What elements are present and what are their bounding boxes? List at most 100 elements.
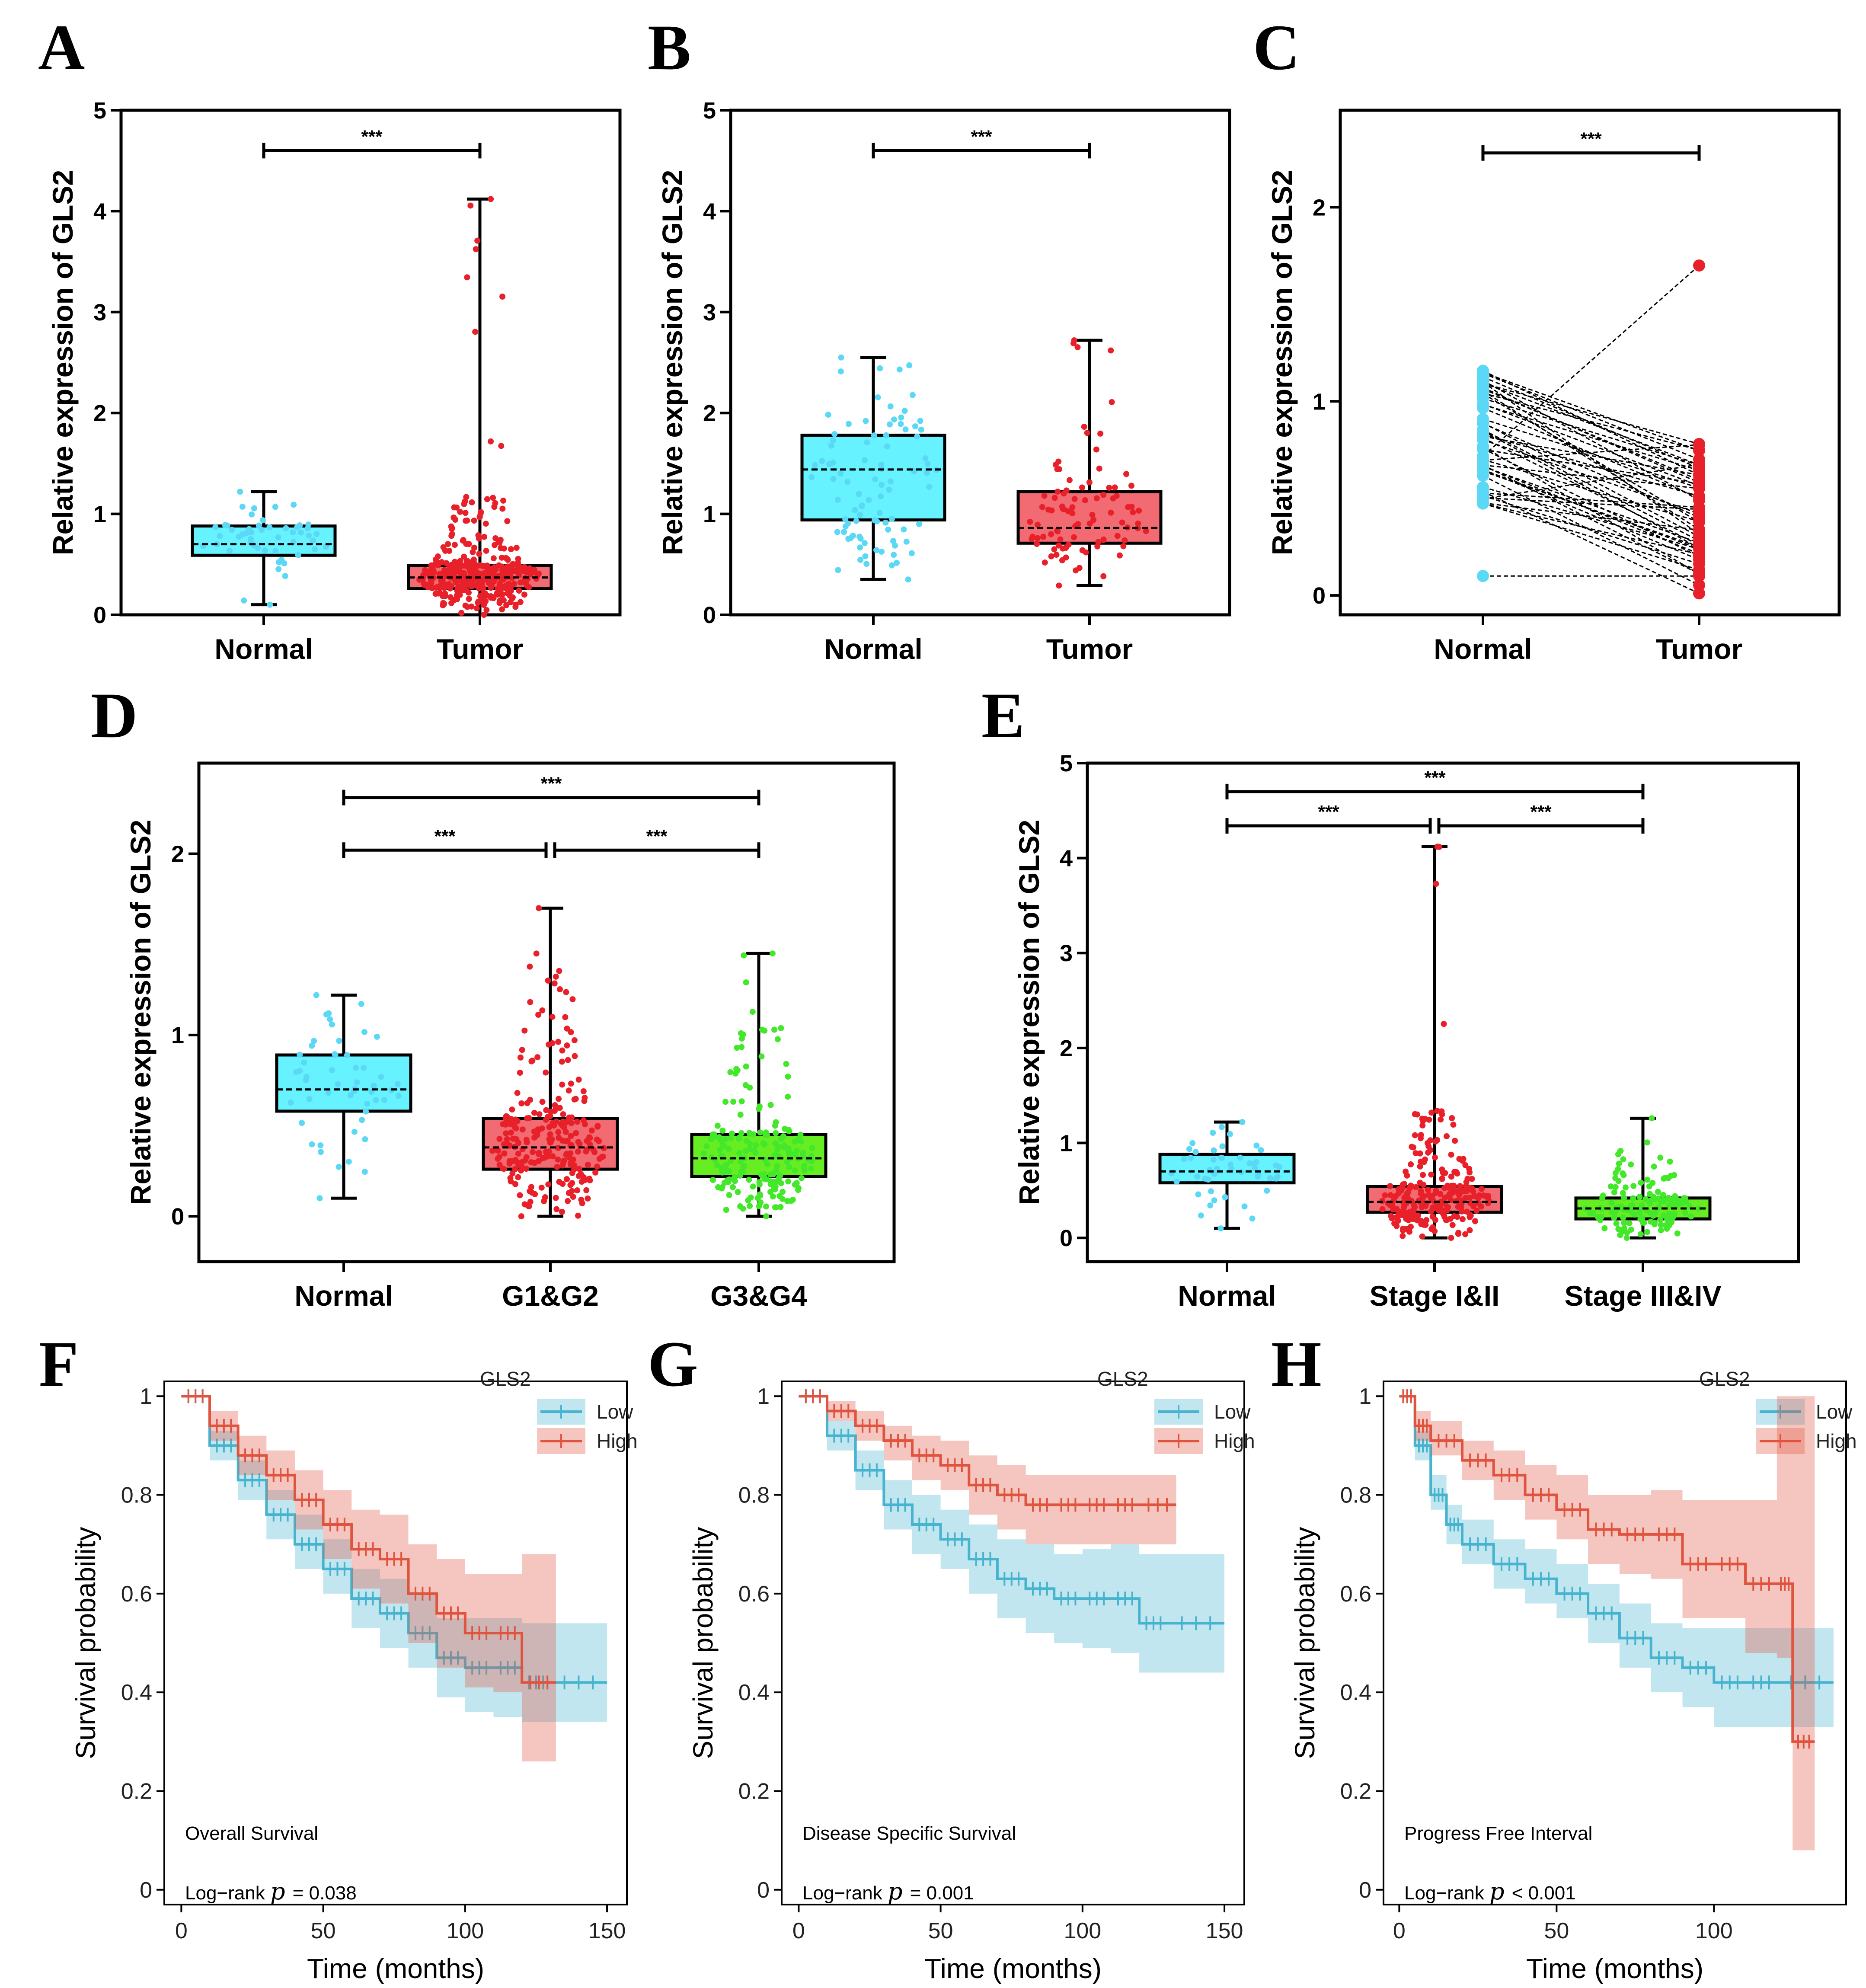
data-point	[1646, 1183, 1652, 1190]
data-point	[785, 1074, 791, 1080]
data-point	[835, 567, 841, 573]
data-point	[496, 1162, 503, 1168]
data-point	[1222, 1194, 1228, 1201]
data-point	[1629, 1202, 1636, 1208]
data-point	[1403, 1168, 1409, 1175]
data-point	[283, 525, 289, 531]
data-point	[1617, 1232, 1623, 1238]
data-point	[1059, 503, 1065, 510]
data-point	[474, 237, 481, 244]
data-point	[569, 1188, 575, 1194]
data-point	[1079, 484, 1085, 491]
data-point	[1096, 465, 1102, 472]
data-point	[536, 1127, 542, 1133]
data-point	[908, 550, 915, 556]
box-group-stage-i-ii	[1366, 844, 1503, 1241]
data-point	[746, 1176, 752, 1183]
data-point	[539, 1007, 546, 1013]
data-point	[288, 1099, 294, 1106]
data-point	[859, 503, 865, 509]
data-point	[780, 1189, 786, 1195]
data-point	[361, 1029, 367, 1035]
data-point	[454, 504, 460, 511]
data-point	[449, 524, 455, 531]
data-point	[902, 426, 909, 433]
data-point	[472, 329, 479, 335]
data-point	[914, 433, 920, 440]
data-point	[1693, 469, 1705, 481]
data-point	[887, 403, 894, 410]
data-point	[778, 1025, 784, 1031]
y-tick-label: 2	[171, 841, 184, 867]
data-point	[773, 1204, 780, 1211]
data-point	[566, 1115, 572, 1121]
data-point	[770, 1171, 776, 1177]
data-point	[304, 525, 311, 532]
data-point	[1611, 1189, 1617, 1195]
data-point	[291, 502, 297, 508]
legend-title: GLS2	[1097, 1368, 1148, 1390]
data-point	[524, 1100, 530, 1106]
pair-line	[1483, 407, 1700, 499]
data-point	[1450, 1122, 1457, 1128]
data-point	[738, 1044, 745, 1050]
data-point	[1469, 1185, 1475, 1192]
data-point	[1455, 1231, 1461, 1237]
data-point	[1401, 1204, 1407, 1211]
data-point	[792, 1167, 798, 1174]
data-point	[561, 1157, 567, 1164]
data-point	[1405, 1189, 1411, 1196]
data-point	[1136, 508, 1142, 514]
data-point	[773, 1130, 779, 1136]
box-group-normal	[275, 992, 412, 1202]
legend-label: Low	[1816, 1400, 1853, 1423]
data-point	[1612, 1208, 1619, 1215]
data-point	[448, 583, 454, 589]
data-point	[451, 514, 457, 521]
data-point	[394, 1081, 401, 1087]
data-point	[309, 1141, 315, 1147]
data-point	[772, 1186, 778, 1192]
data-point	[516, 567, 523, 573]
plot-frame	[1086, 761, 1800, 1263]
data-point	[564, 1025, 570, 1032]
data-point	[1429, 1192, 1435, 1199]
data-point	[248, 529, 255, 536]
data-point	[1673, 1195, 1679, 1202]
confidence-band	[1399, 1396, 1815, 1851]
data-point	[1039, 504, 1045, 510]
data-point	[556, 1179, 562, 1185]
data-point	[363, 1108, 369, 1115]
data-point	[1434, 1108, 1441, 1114]
data-point	[517, 1054, 524, 1061]
confidence-band	[799, 1396, 1176, 1544]
data-point	[327, 1016, 333, 1023]
data-point	[1181, 1156, 1187, 1162]
panel-f: F 0 0.2 0.4 0.6 0.8 1 0 50 100 150 Time (months) Sur…	[39, 1328, 638, 1984]
plot-frame	[119, 109, 622, 617]
box-group-normal	[800, 354, 946, 583]
data-point	[1125, 504, 1131, 510]
data-point	[857, 535, 864, 542]
data-point	[774, 1036, 781, 1042]
data-point	[1208, 1188, 1214, 1195]
y-tick-label: 0.2	[1340, 1779, 1371, 1804]
data-point	[579, 1200, 585, 1206]
data-point	[483, 547, 489, 554]
data-point	[809, 1158, 815, 1164]
data-point	[462, 602, 469, 609]
data-point	[594, 1136, 600, 1143]
paired-lines	[1483, 265, 1700, 594]
data-point	[306, 532, 312, 539]
data-point	[1432, 1205, 1439, 1211]
data-point	[545, 1181, 552, 1188]
data-point	[1082, 497, 1088, 504]
data-point	[1194, 1173, 1201, 1180]
data-point	[1439, 1175, 1445, 1182]
data-point	[1053, 552, 1060, 558]
data-point	[1649, 1115, 1655, 1122]
data-point	[536, 1158, 542, 1164]
y-axis-label: Relative expression of GLS2	[1013, 820, 1045, 1205]
data-point	[571, 1162, 578, 1169]
data-point	[1620, 1156, 1626, 1163]
